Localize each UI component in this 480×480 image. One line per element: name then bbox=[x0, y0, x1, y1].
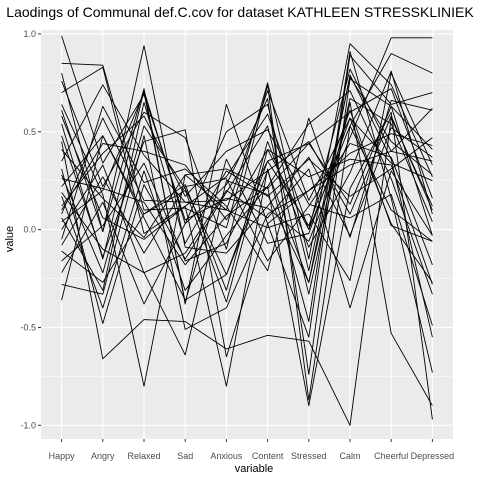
series-line-30 bbox=[61, 143, 433, 285]
x-tick-label: Happy bbox=[49, 451, 76, 461]
series-line-5 bbox=[61, 66, 433, 234]
series-line-32 bbox=[61, 143, 433, 265]
series-lines bbox=[61, 35, 433, 426]
series-line-26 bbox=[61, 117, 433, 426]
x-tick-label: Cheerful bbox=[374, 451, 408, 461]
series-line-12 bbox=[61, 70, 433, 291]
chart-title: Laodings of Communal def.C.cov for datas… bbox=[6, 4, 474, 20]
x-tick-label: Stressed bbox=[291, 451, 327, 461]
series-line-15 bbox=[61, 98, 433, 283]
x-tick-label: Sad bbox=[177, 451, 193, 461]
series-line-29 bbox=[61, 74, 433, 356]
x-tick-label: Angry bbox=[91, 451, 115, 461]
x-axis: Happy Angry Relaxed Sad Anxious Content Stress… bbox=[49, 439, 455, 461]
series-line-25 bbox=[61, 51, 433, 387]
series-line-10 bbox=[61, 84, 433, 211]
x-tick-label: Anxious bbox=[210, 451, 243, 461]
plot-panel bbox=[41, 30, 453, 439]
y-tick-label: 1.0 bbox=[23, 29, 36, 39]
series-line-19 bbox=[61, 125, 433, 303]
x-axis-title: variable bbox=[235, 463, 274, 475]
y-tick-label: -0.5 bbox=[20, 322, 36, 332]
series-line-13 bbox=[61, 90, 433, 309]
y-axis: -1.0 -0.5 0.0 0.5 1.0 bbox=[20, 29, 41, 430]
series-line-31 bbox=[61, 101, 433, 291]
x-tick-label: Calm bbox=[339, 451, 360, 461]
series-line-17 bbox=[61, 164, 433, 309]
x-tick-label: Content bbox=[252, 451, 284, 461]
y-tick-label: 0.0 bbox=[23, 225, 36, 235]
y-axis-title: value bbox=[4, 226, 16, 252]
x-tick-label: Relaxed bbox=[127, 451, 160, 461]
series-line-27 bbox=[61, 101, 433, 406]
series-line-6 bbox=[61, 45, 433, 254]
y-tick-label: 0.5 bbox=[23, 127, 36, 137]
y-tick-label: -1.0 bbox=[20, 420, 36, 430]
x-tick-label: Depressed bbox=[411, 451, 455, 461]
series-line-23 bbox=[61, 115, 433, 301]
